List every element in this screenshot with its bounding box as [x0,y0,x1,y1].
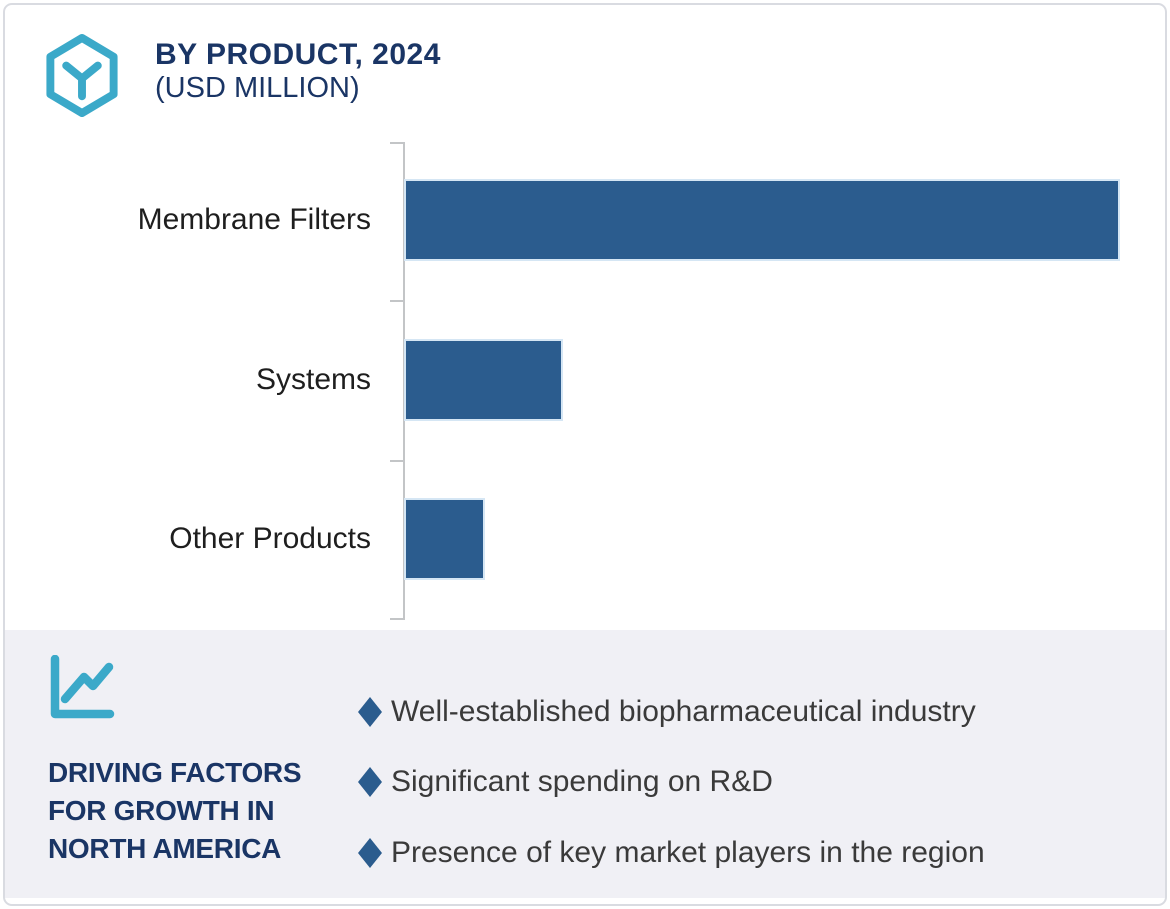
panel-heading-line: DRIVING FACTORS [48,757,302,788]
axis-tick [390,460,404,462]
category-label-other-products: Other Products [169,522,371,555]
plot-area [403,142,1120,620]
header: BY PRODUCT, 2024 (USD MILLION) [5,5,1165,135]
line-chart-icon [50,655,115,719]
bar-membrane-filters [404,179,1120,261]
bullet-text: Well-established biopharmaceutical indus… [391,695,976,728]
driving-factors-panel: DRIVING FACTORS FOR GROWTH IN NORTH AMER… [5,630,1165,898]
category-label-systems: Systems [255,363,371,396]
axis-tick [390,300,404,302]
panel-heading-line: NORTH AMERICA [48,833,282,864]
diamond-icon [358,697,382,727]
bullet-text: Presence of key market players in the re… [391,836,985,869]
bullet-item: Well-established biopharmaceutical indus… [358,690,976,734]
bullet-item: Presence of key market players in the re… [358,831,985,875]
chart-subtitle: (USD MILLION) [155,72,360,104]
bar-other-products [404,498,485,580]
panel-heading: DRIVING FACTORS FOR GROWTH IN NORTH AMER… [48,754,302,868]
y-axis-line [403,142,405,620]
bullet-text: Significant spending on R&D [391,765,773,798]
diamond-icon [358,838,382,868]
diamond-icon [358,767,382,797]
category-label-membrane-filters: Membrane Filters [137,203,371,236]
panel-heading-line: FOR GROWTH IN [48,795,275,826]
bullet-item: Significant spending on R&D [358,760,773,804]
bullet-list: Well-established biopharmaceutical indus… [5,630,1165,898]
bar-chart: Membrane Filters Systems Other Products [5,142,1165,624]
hexagon-cube-icon [46,33,118,118]
chart-title-block: BY PRODUCT, 2024 (USD MILLION) [155,38,441,104]
axis-tick [390,618,404,620]
axis-tick [390,142,404,144]
bar-systems [403,339,564,421]
chart-title: BY PRODUCT, 2024 [155,38,441,71]
infographic-frame: BY PRODUCT, 2024 (USD MILLION) Membrane … [3,3,1167,906]
